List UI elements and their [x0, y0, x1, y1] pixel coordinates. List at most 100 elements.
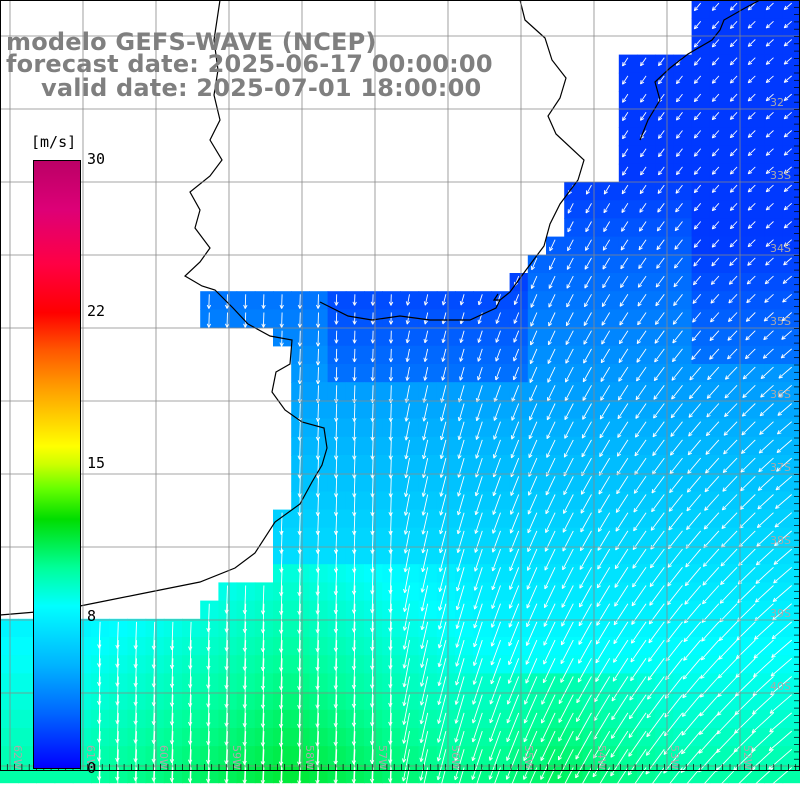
wind-speed-cell — [291, 328, 310, 347]
wind-speed-cell — [182, 710, 201, 729]
wind-speed-cell — [619, 346, 638, 365]
wind-speed-cell — [400, 728, 419, 747]
wind-speed-cell — [637, 346, 656, 365]
wind-speed-cell — [619, 673, 638, 692]
wind-speed-cell — [255, 637, 274, 656]
wind-speed-cell — [601, 419, 620, 438]
wind-speed-cell — [637, 328, 656, 347]
wind-speed-cell — [309, 564, 328, 583]
wind-speed-cell — [364, 637, 383, 656]
wind-speed-cell — [710, 455, 729, 474]
wind-speed-cell — [655, 127, 674, 146]
wind-speed-cell — [655, 73, 674, 92]
wind-speed-cell — [528, 473, 547, 492]
wind-speed-cell — [291, 582, 310, 601]
wind-speed-cell — [309, 510, 328, 529]
wind-speed-cell — [346, 710, 365, 729]
wind-speed-cell — [783, 710, 800, 729]
wind-speed-cell — [619, 710, 638, 729]
wind-speed-cell — [601, 200, 620, 219]
wind-speed-cell — [637, 692, 656, 711]
wind-speed-cell — [564, 255, 583, 274]
wind-speed-cell — [455, 291, 474, 310]
wind-speed-cell — [637, 655, 656, 674]
wind-speed-cell — [655, 528, 674, 547]
wind-speed-cell — [218, 710, 237, 729]
wind-speed-cell — [655, 273, 674, 292]
wind-speed-cell — [255, 655, 274, 674]
wind-speed-cell — [783, 328, 800, 347]
wind-speed-cell — [564, 273, 583, 292]
wind-speed-cell — [291, 692, 310, 711]
wind-speed-cell — [546, 273, 565, 292]
wind-speed-cell — [400, 692, 419, 711]
wind-speed-cell — [382, 673, 401, 692]
wind-speed-cell — [637, 127, 656, 146]
wind-speed-cell — [673, 73, 692, 92]
wind-speed-cell — [364, 673, 383, 692]
wind-speed-cell — [582, 419, 601, 438]
wind-speed-cell — [455, 419, 474, 438]
wind-speed-cell — [619, 582, 638, 601]
wind-speed-cell — [601, 237, 620, 256]
wind-speed-cell — [619, 73, 638, 92]
wind-speed-cell — [528, 601, 547, 620]
wind-speed-cell — [291, 673, 310, 692]
wind-speed-cell — [364, 564, 383, 583]
wind-speed-cell — [673, 309, 692, 328]
wind-speed-cell — [673, 164, 692, 183]
wind-speed-cell — [673, 109, 692, 128]
wind-speed-cell — [200, 710, 219, 729]
wind-speed-cell — [601, 218, 620, 237]
wind-speed-cell — [419, 710, 438, 729]
wind-speed-cell — [710, 728, 729, 747]
wind-speed-cell — [255, 582, 274, 601]
wind-speed-cell — [619, 455, 638, 474]
wind-speed-cell — [564, 182, 583, 201]
wind-speed-cell — [419, 437, 438, 456]
wind-speed-cell — [382, 528, 401, 547]
wind-speed-cell — [419, 582, 438, 601]
wind-speed-cell — [710, 564, 729, 583]
wind-speed-cell — [127, 619, 146, 638]
latitude-label: 40S — [770, 680, 791, 693]
wind-speed-cell — [619, 109, 638, 128]
wind-speed-cell — [710, 346, 729, 365]
wind-speed-cell — [127, 692, 146, 711]
wind-speed-cell — [619, 182, 638, 201]
latitude-label: 35S — [770, 315, 791, 328]
wind-speed-cell — [346, 655, 365, 674]
wind-speed-cell — [127, 728, 146, 747]
wind-speed-cell — [346, 346, 365, 365]
wind-speed-cell — [382, 346, 401, 365]
wind-speed-cell — [291, 382, 310, 401]
wind-speed-cell — [455, 455, 474, 474]
wind-speed-cell — [710, 328, 729, 347]
wind-speed-cell — [655, 619, 674, 638]
wind-speed-cell — [346, 546, 365, 565]
wind-speed-cell — [437, 546, 456, 565]
wind-speed-cell — [528, 382, 547, 401]
wind-speed-cell — [419, 528, 438, 547]
wind-speed-cell — [400, 673, 419, 692]
wind-speed-cell — [582, 273, 601, 292]
wind-speed-cell — [510, 728, 529, 747]
wind-speed-cell — [673, 346, 692, 365]
wind-speed-cell — [109, 728, 128, 747]
wind-speed-cell — [0, 655, 19, 674]
wind-speed-cell — [455, 400, 474, 419]
wind-speed-cell — [655, 582, 674, 601]
wind-speed-cell — [437, 455, 456, 474]
wind-speed-cell — [783, 637, 800, 656]
wind-speed-cell — [564, 218, 583, 237]
wind-speed-cell — [400, 382, 419, 401]
wind-speed-cell — [619, 146, 638, 165]
wind-speed-cell — [309, 692, 328, 711]
colorbar-tick: 15 — [87, 456, 105, 471]
wind-speed-cell — [182, 637, 201, 656]
wind-speed-cell — [710, 582, 729, 601]
wind-speed-cell — [364, 437, 383, 456]
wind-speed-cell — [400, 619, 419, 638]
wind-speed-cell — [619, 692, 638, 711]
wind-speed-cell — [309, 601, 328, 620]
